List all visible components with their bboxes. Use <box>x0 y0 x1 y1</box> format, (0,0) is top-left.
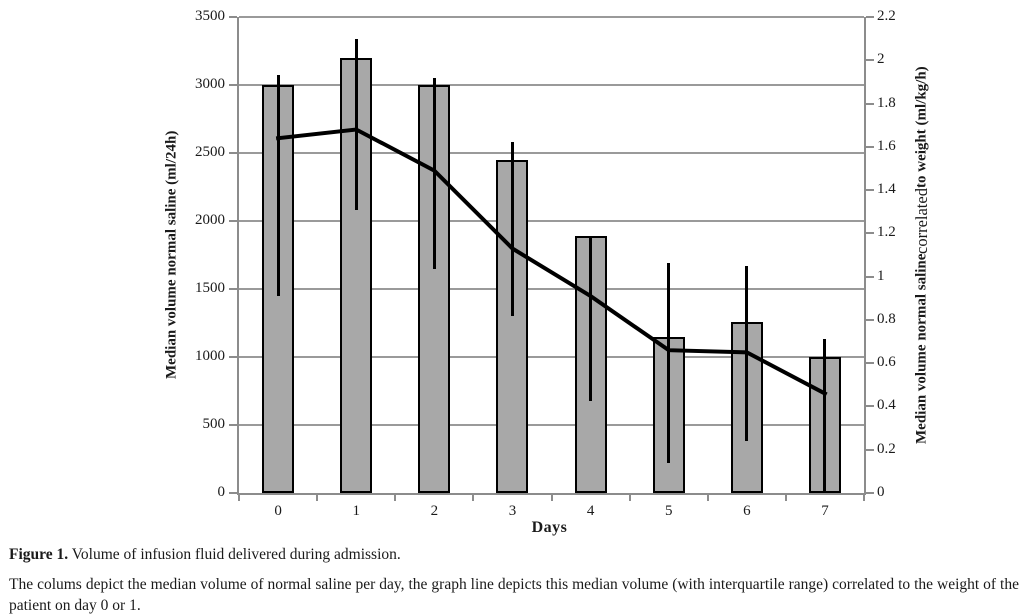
x-axis-tick <box>784 495 787 501</box>
right-axis-tick-1.8 <box>866 102 874 105</box>
left-axis-tick-label: 0 <box>217 484 226 500</box>
right-axis-tick-2 <box>866 59 874 62</box>
x-axis-tick <box>394 495 397 501</box>
right-axis-tick-0.4 <box>866 405 874 408</box>
right-axis-tick-1 <box>866 275 874 278</box>
right-axis-tick-0 <box>866 492 874 494</box>
right-axis-tick-0.2 <box>866 448 874 451</box>
left-axis-tick-2500 <box>229 152 237 154</box>
plot-area: 0 500 1000 1500 2000 2500 3000 3500 0 0.2 0.4 0.6 0.… <box>195 8 896 519</box>
error-bar-day-1 <box>354 38 358 211</box>
right-axis-tick-1.6 <box>866 145 874 148</box>
error-bar-day-5 <box>667 263 671 464</box>
right-axis-tick-label: 0.4 <box>877 397 896 414</box>
left-axis-tick-label: 1500 <box>195 280 225 296</box>
right-axis-tick-0.8 <box>866 318 874 321</box>
x-axis-tick <box>628 495 631 501</box>
right-axis-tick-2.2 <box>866 16 874 18</box>
right-axis-tick-label: 1.4 <box>877 181 896 198</box>
error-bar-day-2 <box>432 78 436 269</box>
left-axis-tick-label: 3000 <box>195 76 225 92</box>
x-axis-tick <box>550 495 553 501</box>
left-axis-tick-500 <box>229 424 237 426</box>
right-y-axis-title-part3: to weight (ml/kg/h) <box>913 65 930 188</box>
x-axis-category-label-day-2: 2 <box>430 503 439 519</box>
right-axis-tick-label: 1.8 <box>877 94 896 111</box>
left-axis-tick-3500 <box>229 16 237 18</box>
left-axis-tick-0 <box>229 492 237 494</box>
left-axis-tick-label: 3500 <box>195 8 225 24</box>
right-axis-tick-label: 0.8 <box>877 310 896 327</box>
error-bar-day-7 <box>823 339 827 493</box>
error-bar-day-4 <box>589 237 593 401</box>
gridline-1500 <box>239 288 864 290</box>
gridline-3500 <box>239 16 864 18</box>
left-axis-tick-1500 <box>229 288 237 290</box>
right-axis-tick-0.6 <box>866 362 874 365</box>
x-axis-category-label-day-7: 7 <box>821 503 829 519</box>
left-axis-tick-1000 <box>229 356 237 358</box>
x-axis-tick <box>238 495 240 501</box>
left-axis-tick-3000 <box>229 84 237 86</box>
caption-label: Figure 1. <box>9 546 69 563</box>
x-axis-tick <box>472 495 475 501</box>
error-bar-day-6 <box>745 265 749 442</box>
right-axis-tick-label: 2.2 <box>877 8 896 24</box>
left-axis-tick-2000 <box>229 220 237 222</box>
error-bar-day-0 <box>276 75 280 296</box>
right-axis-tick-1.2 <box>866 232 874 235</box>
gridline-2000 <box>239 220 864 222</box>
right-axis-tick-label: 0 <box>877 484 885 500</box>
caption-title: Volume of infusion fluid delivered durin… <box>68 546 401 563</box>
right-axis-tick-label: 2 <box>877 51 885 68</box>
right-axis-tick-label: 0.2 <box>877 440 896 457</box>
figure-caption: Figure 1. Volume of infusion fluid deliv… <box>9 544 1019 615</box>
right-y-axis-title: Median volume normal saline correlated t… <box>908 17 936 493</box>
x-axis-tick <box>316 495 319 501</box>
right-axis-tick-1.4 <box>866 189 874 192</box>
caption-title-line: Figure 1. Volume of infusion fluid deliv… <box>9 544 1019 565</box>
right-axis-tick-label: 1.2 <box>877 224 896 241</box>
gridline-3000 <box>239 84 864 86</box>
x-axis-tick <box>706 495 709 501</box>
x-axis-category-label-day-3: 3 <box>508 503 517 519</box>
caption-body: The colums depict the median volume of n… <box>9 576 1019 614</box>
line-series-svg <box>275 127 828 397</box>
left-axis-tick-label: 2500 <box>195 144 225 160</box>
left-axis-tick-label: 500 <box>202 416 226 432</box>
right-axis-tick-label: 0.6 <box>877 354 896 371</box>
gridline-1000 <box>239 356 864 358</box>
x-axis-category-label-day-1: 1 <box>352 503 360 519</box>
gridline-500 <box>239 424 864 426</box>
x-axis-category-label-day-0: 0 <box>274 503 282 519</box>
gridline-2500 <box>239 152 864 154</box>
left-axis-tick-label: 1000 <box>195 348 225 364</box>
error-bar-day-3 <box>510 142 514 317</box>
x-axis-tick <box>863 495 865 501</box>
right-axis-tick-label: 1 <box>877 267 885 284</box>
x-axis-category-label-day-6: 6 <box>743 503 751 519</box>
x-axis-category-label-day-4: 4 <box>586 503 595 519</box>
x-axis-category-label-day-5: 5 <box>664 503 673 519</box>
right-axis-tick-label: 1.6 <box>877 137 896 154</box>
x-axis-title: Days <box>531 519 568 536</box>
left-y-axis-title-text: Median volume normal saline (ml/24h) <box>163 130 180 380</box>
left-axis-tick-label: 2000 <box>195 212 225 228</box>
